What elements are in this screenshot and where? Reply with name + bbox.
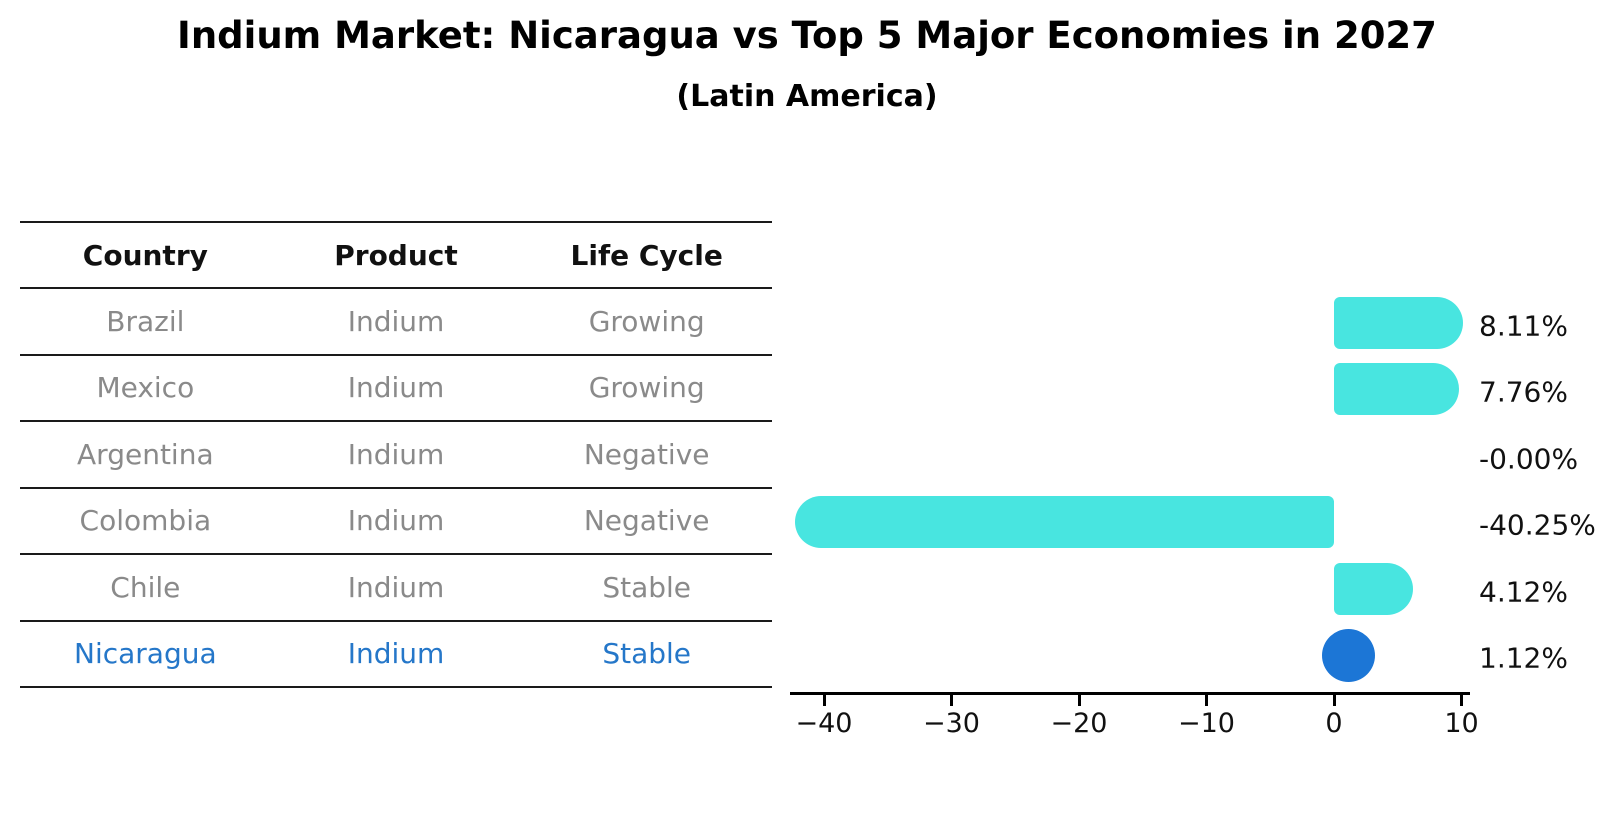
x-axis-tick--30: [950, 695, 953, 706]
bar-brazil: [1334, 296, 1464, 349]
cell-life-cycle: Negative: [583, 437, 710, 471]
table-header-row: Country Product Life Cycle: [20, 223, 772, 289]
column-header-product: Product: [334, 238, 458, 272]
x-axis-tick-label-10: 10: [1444, 708, 1479, 739]
cell-product: Indium: [347, 371, 445, 405]
value-label-nicaragua: 1.12%: [1479, 641, 1568, 675]
value-label-chile: 4.12%: [1479, 575, 1568, 608]
chart-subtitle: (Latin America): [676, 79, 938, 114]
x-axis-tick--40: [822, 695, 826, 706]
table-row-colombia: Colombia Indium Negative: [20, 489, 772, 555]
cell-product: Indium: [347, 504, 445, 538]
x-axis-tick-10: [1460, 695, 1463, 706]
cell-product: Indium: [347, 437, 445, 471]
table-row-mexico: Mexico Indium Growing: [20, 356, 772, 422]
cell-life-cycle: Growing: [588, 371, 705, 405]
country-table: Country Product Life Cycle Brazil Indium G…: [20, 221, 772, 688]
cell-life-cycle: Negative: [583, 504, 710, 538]
value-label-brazil: 8.11%: [1479, 309, 1568, 342]
chart-title: Indium Market: Nicaragua vs Top 5 Major …: [177, 14, 1437, 57]
cell-country: Colombia: [79, 504, 212, 538]
value-label-colombia: -40.25%: [1479, 508, 1596, 542]
table-row-chile: Chile Indium Stable: [20, 555, 772, 622]
x-axis-tick-0: [1332, 695, 1336, 706]
cell-product: Indium: [347, 637, 445, 671]
cell-country: Mexico: [96, 371, 195, 405]
dot-nicaragua: [1321, 628, 1375, 682]
x-axis-tick-label--40: −40: [795, 708, 853, 739]
table-row-nicaragua: Nicaragua Indium Stable: [20, 622, 772, 688]
table-row-argentina: Argentina Indium Negative: [20, 422, 772, 489]
cell-life-cycle: Growing: [588, 304, 705, 338]
value-label-argentina: -0.00%: [1479, 442, 1579, 475]
bar-chile: [1334, 562, 1413, 615]
x-axis-tick--10: [1205, 695, 1208, 706]
table-body: Brazil Indium Growing Mexico Indium Growing Ar…: [20, 289, 772, 688]
cell-country: Brazil: [106, 304, 185, 338]
x-axis-tick-label--20: −20: [1050, 708, 1108, 739]
cell-country: Argentina: [77, 437, 214, 471]
x-axis-tick-label--30: −30: [923, 708, 980, 739]
x-axis-tick-label-0: 0: [1325, 708, 1343, 739]
cell-life-cycle: Stable: [602, 570, 692, 604]
cell-country: Nicaragua: [74, 637, 217, 671]
cell-product: Indium: [347, 570, 445, 604]
value-label-mexico: 7.76%: [1479, 375, 1568, 409]
bar-colombia: [794, 496, 1334, 548]
cell-product: Indium: [347, 304, 445, 338]
column-header-life-cycle: Life Cycle: [570, 238, 723, 272]
x-axis-tick--20: [1077, 695, 1081, 706]
x-axis-line: [790, 692, 1470, 695]
cell-country: Chile: [110, 570, 181, 604]
table-row-brazil: Brazil Indium Growing: [20, 289, 772, 356]
cell-life-cycle: Stable: [602, 637, 692, 671]
column-header-country: Country: [82, 238, 208, 272]
x-axis-tick-label--10: −10: [1178, 708, 1235, 739]
bar-mexico: [1334, 363, 1459, 415]
